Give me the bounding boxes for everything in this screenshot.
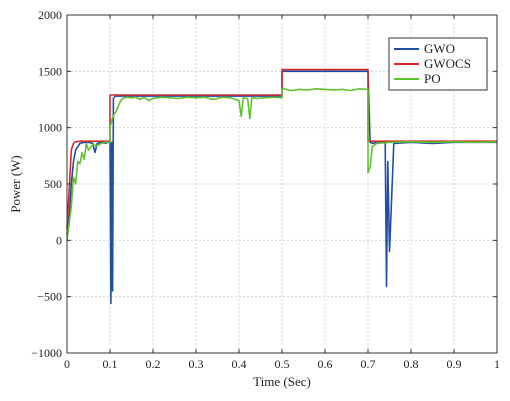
series-lines: [66, 68, 498, 305]
y-tick-label: 1000: [38, 121, 62, 135]
y-axis-ticks: −1000 −500 0 500 1000 1500 2000: [31, 8, 497, 360]
x-tick-label: 0.8: [404, 357, 419, 371]
y-tick-label: 1500: [38, 64, 62, 78]
x-tick-label: 0.7: [361, 357, 376, 371]
series-line-po: [66, 87, 498, 241]
series-line-gwocs: [66, 68, 497, 230]
legend-label-po: PO: [424, 71, 441, 86]
y-tick-label: −1000: [31, 346, 62, 360]
x-tick-label: 0.3: [189, 357, 204, 371]
x-tick-label: 0: [64, 357, 70, 371]
x-tick-label: 1: [494, 357, 500, 371]
legend-label-gwocs: GWOCS: [424, 56, 471, 71]
x-tick-label: 0.4: [232, 357, 247, 371]
y-tick-label: 0: [56, 233, 62, 247]
series-line-gwo: [66, 70, 497, 305]
x-tick-label: 0.5: [275, 357, 290, 371]
x-tick-label: 0.9: [447, 357, 462, 371]
x-tick-label: 0.2: [146, 357, 161, 371]
y-axis-label: Power (W): [8, 155, 23, 212]
x-tick-label: 0.1: [103, 357, 118, 371]
y-tick-label: −500: [37, 290, 62, 304]
legend-label-gwo: GWO: [424, 41, 455, 56]
x-tick-label: 0.6: [318, 357, 333, 371]
x-axis-ticks: 0 0.1 0.2 0.3 0.4 0.5 0.6 0.7 0.8 0.9 1: [64, 15, 500, 371]
y-tick-label: 500: [44, 177, 62, 191]
x-axis-label: Time (Sec): [253, 374, 311, 389]
y-tick-label: 2000: [38, 8, 62, 22]
